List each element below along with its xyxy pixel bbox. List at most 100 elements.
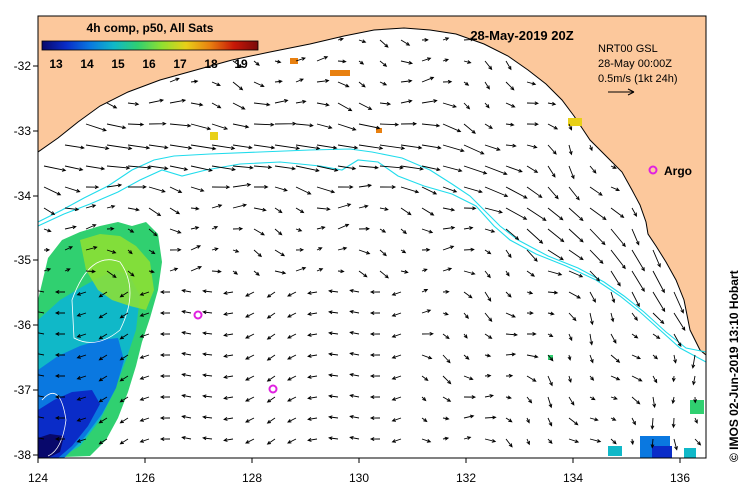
current-vector-arrow: [307, 396, 318, 400]
current-vector-arrow: [526, 332, 537, 336]
current-vector-arrow: [526, 417, 530, 424]
current-vector-arrow: [421, 396, 427, 402]
legend-product-code: NRT00 GSL: [598, 43, 658, 55]
current-vector-arrow: [358, 204, 369, 209]
current-vector-arrow: [692, 375, 696, 386]
current-vector-arrow: [223, 291, 234, 295]
current-vector-arrow: [505, 228, 520, 241]
lon-tick-label: 134: [563, 471, 583, 485]
current-vector-arrow: [76, 417, 87, 422]
current-vector-arrow: [568, 186, 580, 201]
current-vector-arrow: [337, 203, 352, 209]
current-vector-arrow: [211, 144, 236, 150]
current-vector-arrow: [400, 121, 418, 126]
current-vector-arrow: [505, 143, 517, 148]
current-vector-arrow: [547, 207, 564, 221]
current-vector-arrow: [181, 435, 192, 440]
current-vector-arrow: [85, 246, 98, 251]
current-vector-arrow: [505, 312, 516, 318]
current-vector-arrow: [253, 228, 265, 236]
current-vector-arrow: [349, 393, 360, 398]
current-vector-arrow: [64, 186, 81, 193]
colorbar-tick-label: 19: [234, 57, 248, 71]
lat-tick-label: -36: [14, 318, 32, 332]
current-vector-arrow: [484, 123, 493, 129]
current-vector-arrow: [547, 249, 564, 261]
vector-legend: NRT00 GSL 28-May 00:00Z 0.5m/s (1kt 24h): [598, 43, 677, 96]
current-vector-arrow: [274, 59, 282, 64]
current-vector-arrow: [379, 270, 389, 279]
current-vector-arrow: [139, 375, 150, 380]
latitude-axis: -32 -33 -34 -35 -36 -37 -38: [14, 59, 38, 462]
current-vector-arrow: [127, 144, 151, 150]
current-vector-arrow: [139, 291, 150, 296]
argo-float-marker[interactable]: [268, 384, 278, 394]
current-vector-arrow: [694, 438, 702, 446]
current-vector-arrow: [547, 375, 553, 387]
current-vector-arrow: [328, 415, 339, 420]
current-vector-arrow: [400, 249, 407, 254]
current-vector-arrow: [328, 331, 339, 336]
current-vector-arrow: [421, 76, 435, 83]
current-vector-arrow: [295, 144, 321, 151]
current-vector-arrow: [610, 333, 617, 344]
current-vector-arrow: [568, 396, 575, 406]
current-vector-arrow: [85, 165, 106, 171]
current-vector-arrow: [421, 438, 432, 443]
current-vector-arrow: [232, 182, 252, 188]
current-vector-arrow: [505, 270, 510, 277]
current-vector-arrow: [421, 99, 438, 104]
sst-satellite-patch: [38, 222, 162, 458]
current-vector-arrow: [266, 312, 276, 319]
current-vector-arrow: [526, 290, 534, 295]
current-vector-arrow: [505, 395, 512, 400]
current-vector-arrow: [589, 207, 607, 221]
current-vector-arrow: [391, 438, 402, 443]
current-vector-arrow: [139, 438, 150, 443]
current-vector-arrow: [328, 289, 339, 294]
current-vector-arrow: [43, 268, 52, 272]
current-vector-arrow: [421, 309, 432, 314]
current-vector-arrow: [307, 375, 318, 379]
current-vector-arrow: [463, 247, 475, 252]
current-vector-arrow: [232, 123, 250, 129]
current-vector-arrow: [421, 289, 429, 293]
current-vector-arrow: [421, 144, 442, 150]
current-vector-arrow: [610, 270, 621, 287]
current-vector-arrow: [169, 247, 182, 252]
current-vector-arrow: [38, 372, 45, 377]
current-vector-arrow: [349, 288, 360, 293]
lat-tick-label: -32: [14, 59, 32, 73]
current-vector-arrow: [211, 247, 219, 252]
current-vector-arrow: [190, 79, 199, 84]
current-vector-arrow: [442, 311, 449, 316]
current-vector-arrow: [442, 207, 456, 212]
current-vector-arrow: [119, 354, 129, 361]
current-vector-arrow: [295, 57, 306, 62]
current-vector-arrow: [253, 60, 260, 66]
current-vector-arrow: [442, 102, 457, 108]
current-vector-arrow: [391, 375, 402, 380]
current-vector-arrow: [568, 438, 580, 443]
current-vector-arrow: [589, 312, 594, 326]
argo-float-marker[interactable]: [193, 310, 203, 320]
current-vector-arrow: [442, 165, 463, 173]
current-vector-arrow: [43, 248, 51, 252]
current-vector-arrow: [328, 373, 339, 378]
current-vector-arrow: [421, 268, 428, 273]
current-vector-arrow: [159, 290, 171, 294]
argo-float-marker[interactable]: [648, 165, 658, 175]
current-vector-arrow: [610, 417, 617, 421]
current-vector-arrow: [337, 165, 357, 171]
current-vector-arrow: [505, 249, 512, 259]
current-vector-arrow: [610, 354, 621, 363]
current-vector-arrow: [211, 81, 221, 87]
current-vector-arrow: [631, 396, 641, 405]
current-vector-arrow: [400, 269, 409, 274]
current-vector-arrow: [253, 102, 271, 107]
current-vector-arrow: [610, 165, 617, 169]
current-vector-arrow: [631, 312, 638, 321]
current-vector-arrow: [526, 186, 543, 199]
current-vector-arrow: [349, 414, 360, 419]
current-vector-arrow: [223, 396, 234, 400]
